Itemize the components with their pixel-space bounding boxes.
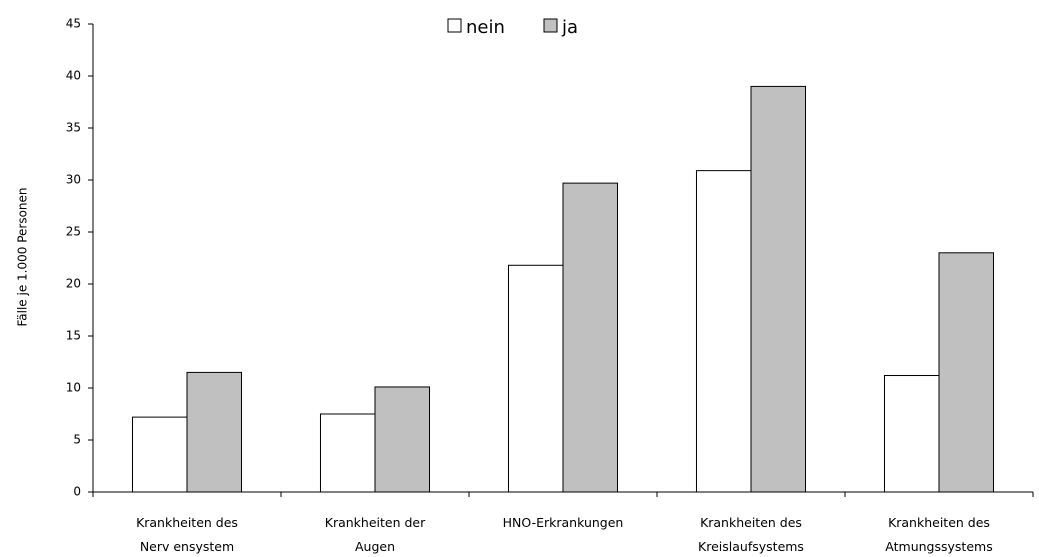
bar-nein <box>131 416 188 493</box>
bar-ja <box>562 182 619 493</box>
bar-nein <box>507 264 564 493</box>
bar-nein <box>883 375 940 493</box>
y-tick-label: 40 <box>66 69 81 83</box>
axes: 0 5 10 15 20 25 30 35 40 45 <box>66 17 1034 499</box>
category-label: Krankheiten der <box>325 515 426 530</box>
category-labels: Krankheiten des Nerv ensystem Krankheiten … <box>136 515 993 554</box>
category-label: HNO-Erkrankungen <box>503 515 624 530</box>
legend: nein ja <box>447 17 578 38</box>
y-tick-label: 45 <box>66 17 81 31</box>
y-tick-label: 35 <box>66 121 81 135</box>
y-tick-label: 25 <box>66 225 81 239</box>
legend-label-nein: nein <box>466 17 505 38</box>
y-tick-label: 20 <box>66 277 81 291</box>
bar-ja <box>374 386 431 493</box>
bar-nein <box>695 170 752 493</box>
category-label: Krankheiten des <box>136 515 238 530</box>
y-tick-label: 0 <box>73 485 81 499</box>
y-axis-label: Fälle je 1.000 Personen <box>16 187 30 326</box>
category-label: Atmungssystems <box>885 539 992 554</box>
bar-ja <box>750 85 807 493</box>
bars <box>131 85 995 493</box>
category-label: Augen <box>355 539 395 554</box>
category-label: Kreislaufsystems <box>698 539 804 554</box>
y-tick-label: 5 <box>73 433 81 447</box>
bar-ja <box>186 371 243 493</box>
bar-nein <box>319 413 376 493</box>
legend-swatch-ja <box>543 18 558 33</box>
y-tick-label: 10 <box>66 381 81 395</box>
y-tick-label: 15 <box>66 329 81 343</box>
legend-label-ja: ja <box>561 17 578 38</box>
category-label: Krankheiten des <box>888 515 990 530</box>
category-label: Krankheiten des <box>700 515 802 530</box>
legend-swatch-nein <box>447 18 462 33</box>
bar-ja <box>938 252 995 493</box>
y-tick-label: 30 <box>66 173 81 187</box>
category-label: Nerv ensystem <box>140 539 234 554</box>
